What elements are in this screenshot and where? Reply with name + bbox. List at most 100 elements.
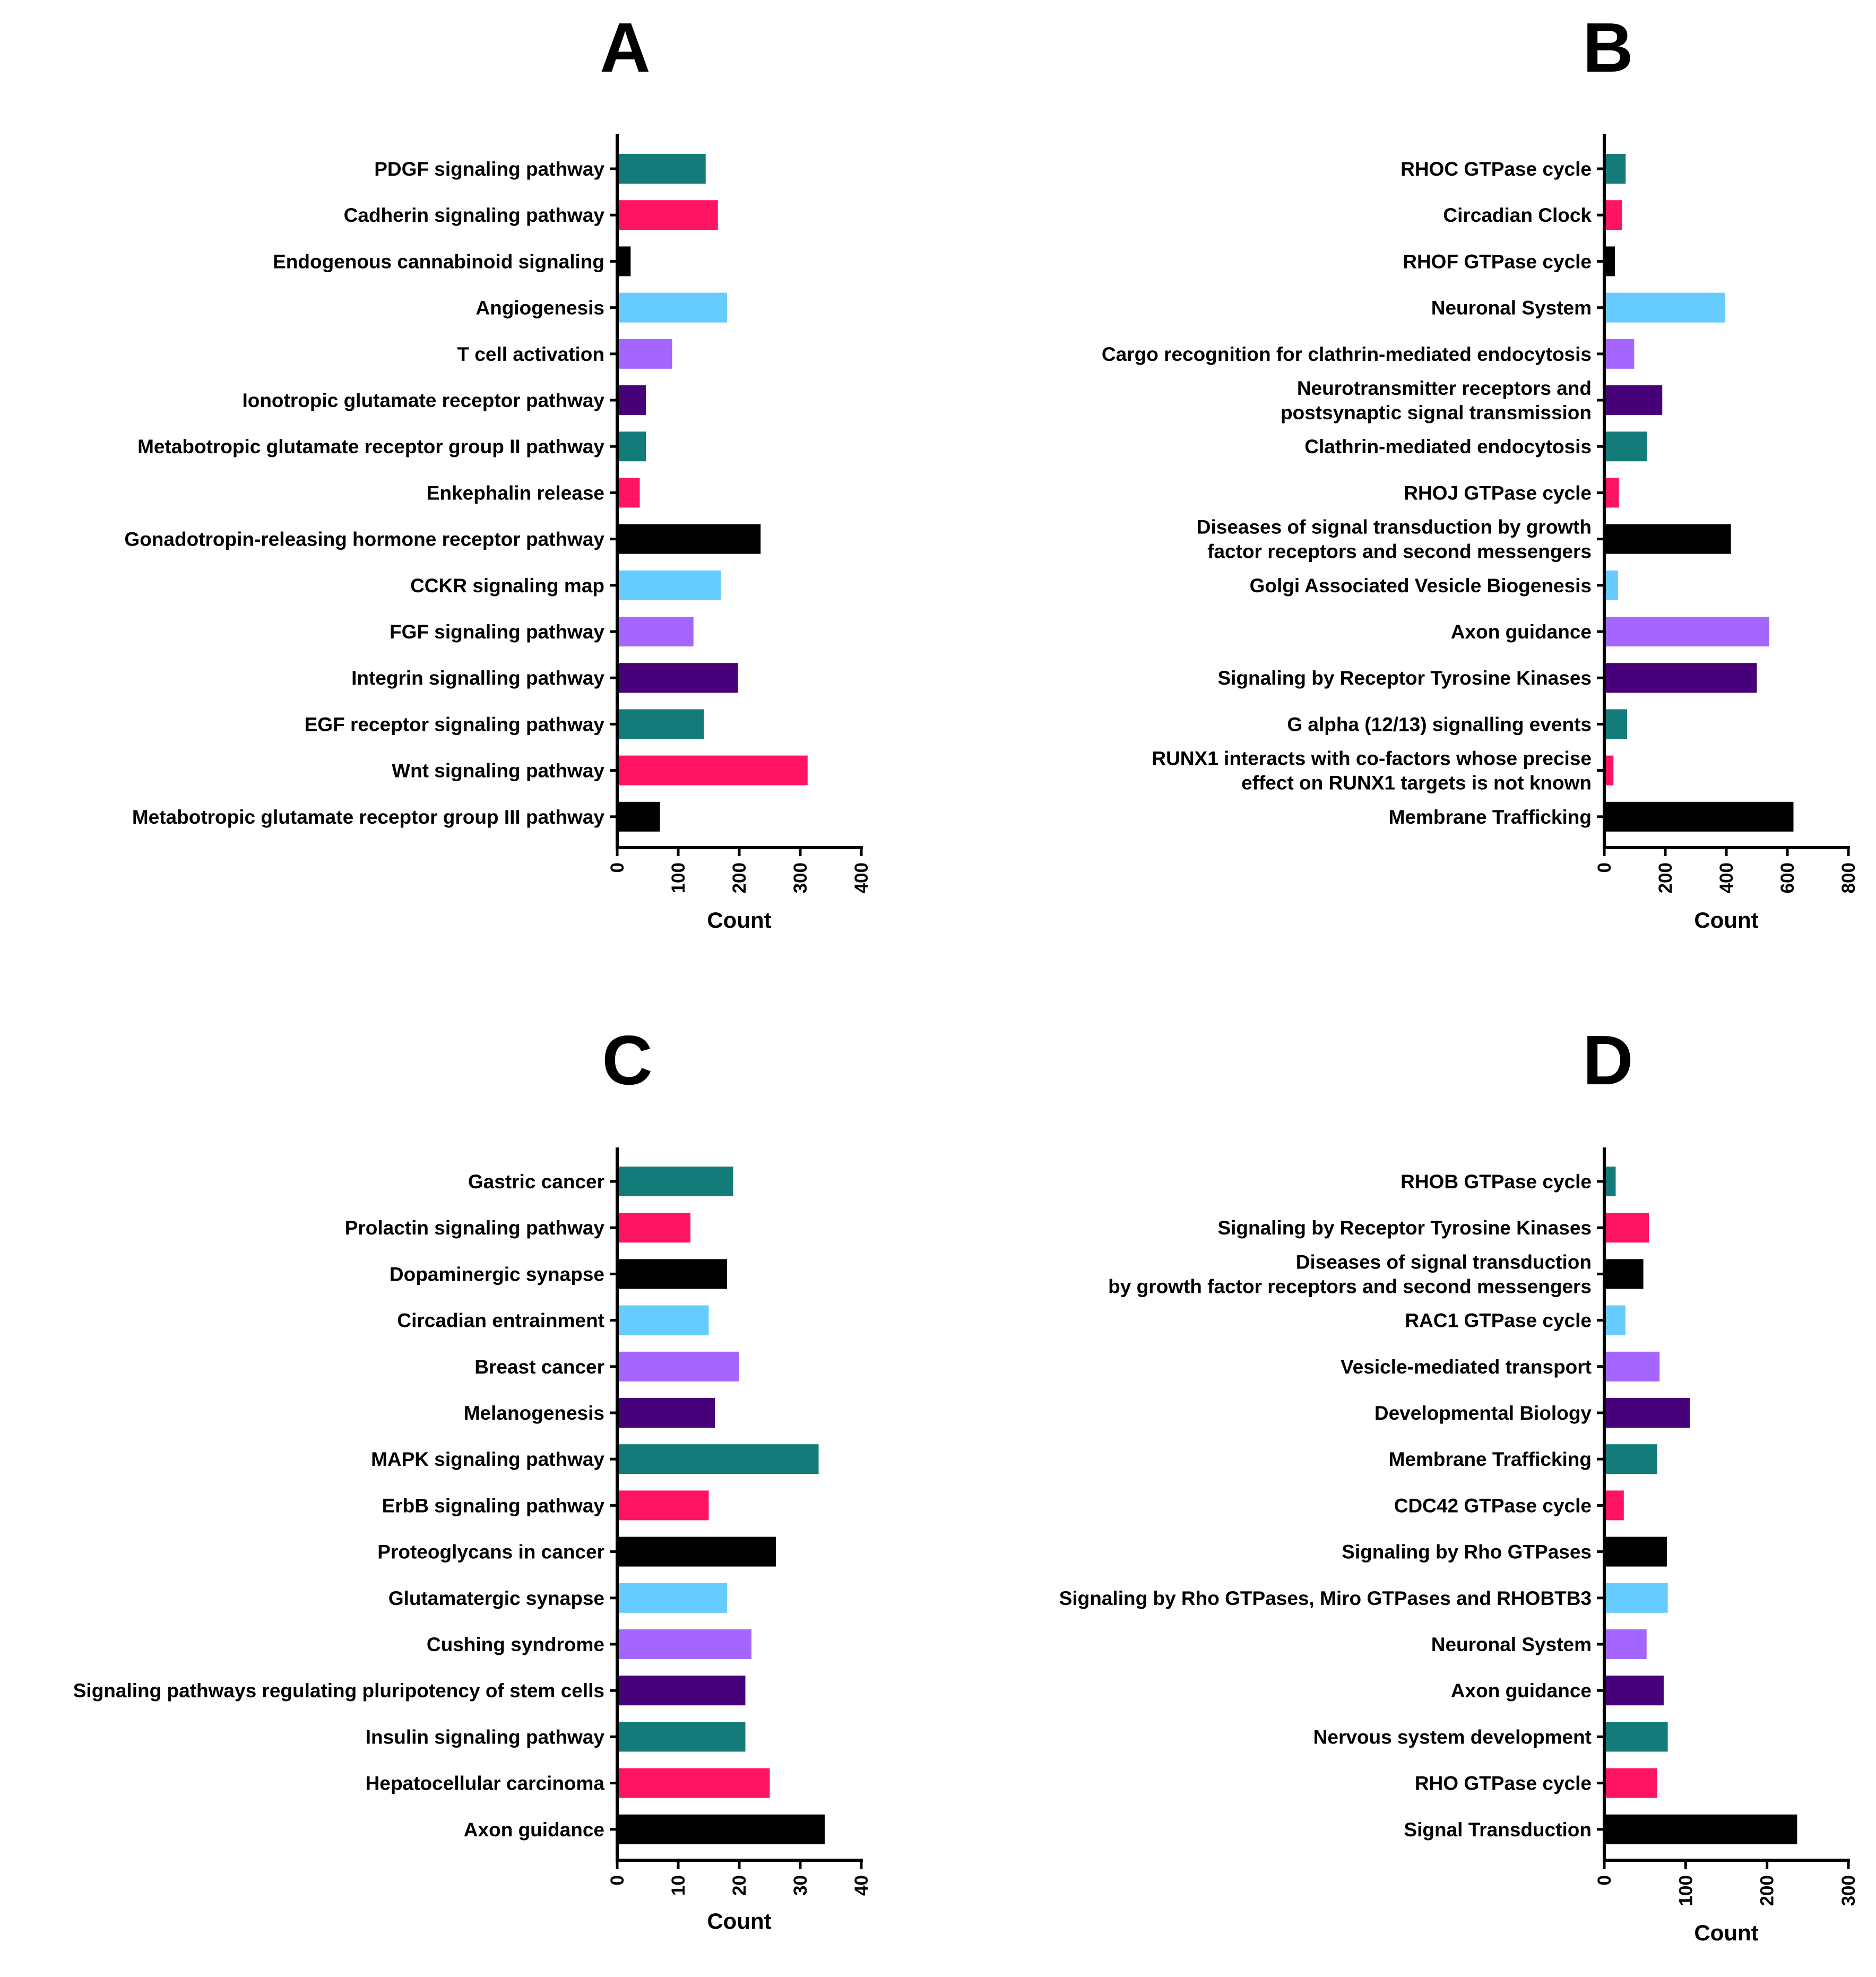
panel-letter: A xyxy=(600,8,650,87)
bar xyxy=(1606,1629,1647,1659)
category-label: Insulin signaling pathway xyxy=(366,1726,605,1748)
bar xyxy=(619,1676,746,1706)
category-label: Hepatocellular carcinoma xyxy=(366,1773,605,1794)
category-label: Endogenous cannabinoid signaling xyxy=(273,251,604,272)
panel-letter: B xyxy=(1583,8,1633,87)
category-label: RHOB GTPase cycle xyxy=(1400,1171,1592,1193)
category-label: Axon guidance xyxy=(1451,621,1592,643)
category-label: Membrane Trafficking xyxy=(1389,1448,1592,1470)
bar xyxy=(1606,200,1622,230)
category-label: Developmental Biology xyxy=(1374,1402,1592,1424)
bar xyxy=(1606,617,1769,646)
bar xyxy=(1606,524,1731,554)
bar xyxy=(1606,154,1626,184)
x-tick-label: 100 xyxy=(1675,1875,1696,1906)
category-label: Neurotransmitter receptors and postsynapt… xyxy=(1281,377,1592,424)
category-label: Nervous system development xyxy=(1313,1726,1592,1748)
category-label: Axon guidance xyxy=(1451,1680,1592,1702)
bar xyxy=(1606,1583,1668,1613)
category-label: Gastric cancer xyxy=(468,1171,604,1193)
bar xyxy=(1606,1398,1690,1428)
category-label: Circadian entrainment xyxy=(397,1310,604,1332)
category-label: Golgi Associated Vesicle Biogenesis xyxy=(1250,575,1592,597)
category-label: CDC42 GTPase cycle xyxy=(1394,1495,1592,1516)
category-label: Signaling by Rho GTPases, Miro GTPases a… xyxy=(1059,1587,1592,1609)
bar xyxy=(619,154,706,184)
panel-d: D RHOB GTPase cycle Signaling by Receptor … xyxy=(1059,1021,1859,1945)
category-label: MAPK signaling pathway xyxy=(371,1448,604,1470)
category-label: Signaling pathways regulating pluripoten… xyxy=(73,1680,604,1702)
category-label: Membrane Trafficking xyxy=(1389,806,1592,828)
bar xyxy=(1606,570,1618,600)
category-label: Diseases of signal transduction by growt… xyxy=(1197,516,1592,563)
bar xyxy=(1606,663,1757,693)
bar xyxy=(619,1490,709,1521)
bar xyxy=(619,1768,770,1798)
bar xyxy=(1606,1305,1626,1335)
bar xyxy=(1606,292,1725,323)
bar xyxy=(1606,1444,1657,1474)
x-tick-label: 800 xyxy=(1838,862,1859,893)
category-label: Signaling by Receptor Tyrosine Kinases xyxy=(1217,1217,1592,1239)
category-label: Clathrin-mediated endocytosis xyxy=(1304,436,1592,457)
bar xyxy=(1606,1259,1644,1289)
category-label: Wnt signaling pathway xyxy=(392,760,604,782)
x-tick-label: 200 xyxy=(1757,1875,1778,1906)
bar xyxy=(619,524,761,554)
category-label: Gonadotropin-releasing hormone receptor … xyxy=(124,529,604,550)
x-tick-label: 0 xyxy=(607,1875,628,1885)
category-label: T cell activation xyxy=(457,343,604,365)
x-tick-label: 30 xyxy=(790,1875,811,1896)
x-tick-label: 200 xyxy=(729,862,750,893)
bar xyxy=(1606,1536,1667,1567)
bar xyxy=(1606,385,1663,415)
x-tick-label: 400 xyxy=(851,862,872,893)
bar xyxy=(619,801,660,832)
category-label: Neuronal System xyxy=(1431,1634,1592,1655)
x-axis-title: Count xyxy=(1694,1920,1758,1945)
category-label: Cadherin signaling pathway xyxy=(344,204,605,226)
bar xyxy=(619,709,704,739)
bar xyxy=(619,1213,690,1243)
category-label: FGF signaling pathway xyxy=(390,621,604,643)
bar xyxy=(1606,1490,1624,1521)
bar xyxy=(619,1398,715,1428)
category-label: RAC1 GTPase cycle xyxy=(1405,1310,1592,1332)
bar xyxy=(1606,709,1628,739)
category-label: Angiogenesis xyxy=(476,297,604,319)
x-tick-label: 300 xyxy=(790,862,811,893)
bar xyxy=(1606,339,1635,369)
x-tick-label: 400 xyxy=(1716,862,1737,893)
category-label: G alpha (12/13) signalling events xyxy=(1287,713,1592,735)
category-label: Proteoglycans in cancer xyxy=(377,1541,604,1563)
bar xyxy=(1606,431,1647,462)
category-label: Metabotropic glutamate receptor group II… xyxy=(137,436,604,457)
category-label: RHOC GTPase cycle xyxy=(1400,158,1592,180)
x-axis-title: Count xyxy=(1694,908,1758,933)
panel-letter: C xyxy=(602,1021,652,1099)
bar xyxy=(619,1351,739,1382)
category-label: RHOF GTPase cycle xyxy=(1403,251,1592,272)
category-label: PDGF signaling pathway xyxy=(374,158,604,180)
bar xyxy=(1606,1167,1616,1196)
category-label: Circadian Clock xyxy=(1443,204,1592,226)
bar xyxy=(619,1583,727,1613)
bar xyxy=(619,1444,819,1474)
bar xyxy=(1606,1722,1668,1752)
bar xyxy=(1606,1676,1664,1706)
category-label: EGF receptor signaling pathway xyxy=(305,713,605,735)
category-label: Cargo recognition for clathrin-mediated … xyxy=(1102,343,1592,365)
bar xyxy=(619,1814,825,1844)
bar xyxy=(619,1305,709,1335)
x-axis-title: Count xyxy=(707,1909,771,1933)
panel-a: A PDGF signaling pathway Cadherin signalin… xyxy=(124,8,872,933)
bar xyxy=(619,339,672,369)
bar xyxy=(619,1259,727,1289)
x-tick-label: 100 xyxy=(668,862,689,893)
x-tick-label: 40 xyxy=(851,1875,872,1896)
x-tick-label: 600 xyxy=(1777,862,1798,893)
bar xyxy=(619,570,721,600)
x-tick-label: 300 xyxy=(1838,1875,1859,1906)
category-label: Metabotropic glutamate receptor group II… xyxy=(132,806,605,828)
category-label: Breast cancer xyxy=(474,1356,604,1378)
